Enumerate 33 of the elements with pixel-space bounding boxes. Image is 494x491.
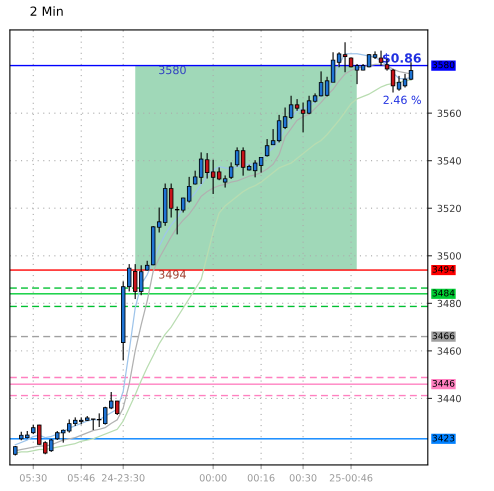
annotation: 3580 [159,66,186,74]
y-tick-label: 3480 [438,300,461,308]
x-tick-label: 00:16 [248,474,275,482]
y-tick-label: 3460 [438,347,461,355]
x-tick-label: 24-23:30 [102,474,145,482]
candlestick [13,445,18,456]
ref-line-label: 3494 [432,266,454,273]
ref-line-label: 3423 [432,434,454,442]
x-tick-label: 05:46 [68,474,95,482]
y-tick-label: 3520 [438,204,461,212]
x-tick-label: 05:30 [20,474,47,482]
annotation: $0.86 [382,53,421,64]
candlestick [396,75,402,92]
chart-title: 2 Min [30,6,63,16]
y-tick-label: 3540 [438,157,461,165]
candlestick [402,73,408,88]
annotation: 3494 [159,270,186,279]
candlestick [144,260,150,272]
candlestick [378,50,384,66]
annotation: 2.46 % [384,96,421,104]
x-tick-label: 00:30 [290,474,316,482]
ref-line-label: 3580 [432,61,454,68]
x-tick-label: 25-00:46 [330,474,372,482]
candlestick [390,68,396,94]
y-tick-label: 3560 [438,110,461,117]
candlestick [264,138,270,158]
candlestick [228,162,234,180]
x-tick-label: 00:00 [200,474,227,482]
y-tick-label: 3500 [438,252,461,260]
ref-line-label: 3484 [432,290,454,296]
ref-line-label: 3446 [432,380,454,387]
ref-line-label: 3466 [432,332,454,340]
y-tick-label: 3440 [438,394,461,402]
